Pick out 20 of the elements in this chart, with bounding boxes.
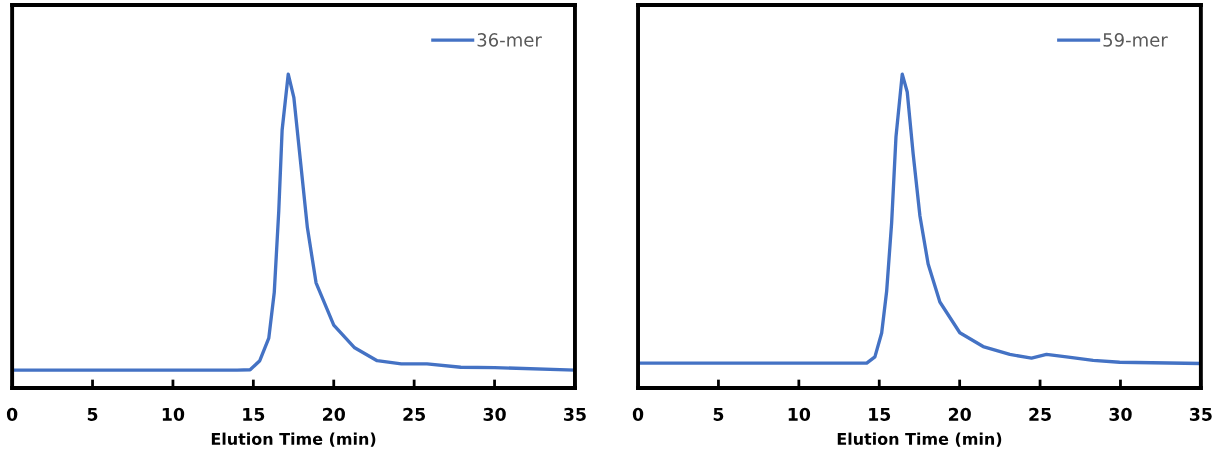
x-tick-label: 30 xyxy=(1109,407,1132,421)
x-axis-title: Elution Time (min) xyxy=(837,432,1002,447)
x-tick-label: 15 xyxy=(243,407,265,421)
x-tick-label: 0 xyxy=(632,407,644,421)
x-tick-label: 35 xyxy=(564,407,586,421)
x-tick-label: 25 xyxy=(403,407,426,421)
x-tick-label: 5 xyxy=(713,407,724,421)
legend-label: 59-mer xyxy=(1103,33,1168,47)
x-tick-label: 20 xyxy=(323,407,345,421)
x-tick-label: 25 xyxy=(1029,407,1051,421)
x-tick-label: 35 xyxy=(1189,407,1212,421)
x-tick-label: 20 xyxy=(948,407,971,421)
x-tick-label: 5 xyxy=(87,407,98,421)
x-tick-label: 15 xyxy=(869,407,891,421)
x-axis-title: Elution Time (min) xyxy=(211,432,376,447)
x-tick-label: 10 xyxy=(788,407,811,421)
x-tick-label: 0 xyxy=(6,407,18,421)
x-tick-label: 30 xyxy=(483,407,506,421)
legend-label: 36-mer xyxy=(477,33,542,47)
x-tick-label: 10 xyxy=(162,407,185,421)
